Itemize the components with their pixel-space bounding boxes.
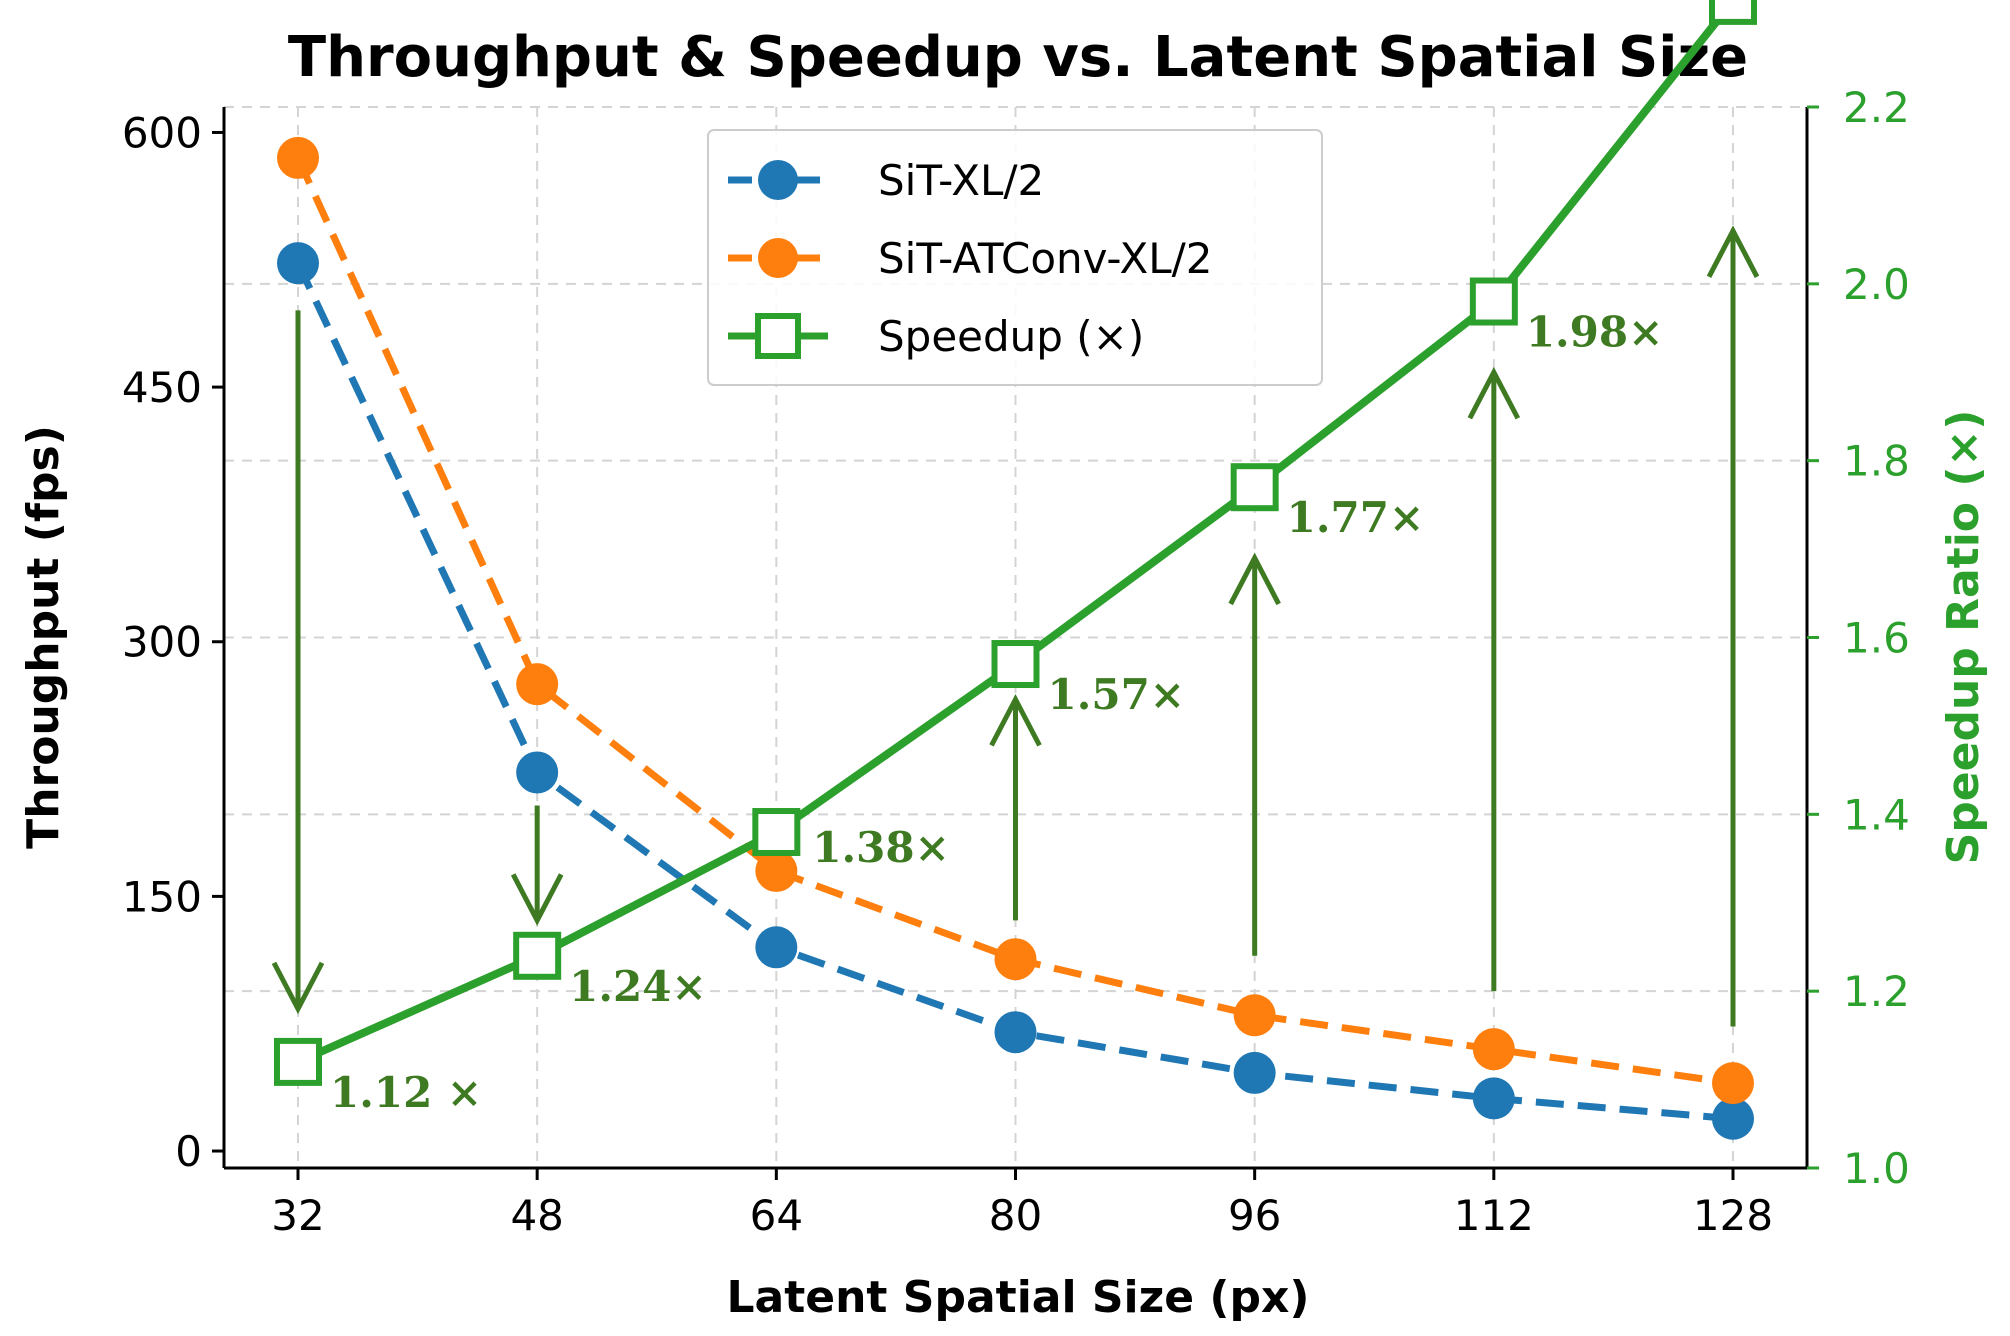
y-axis-label: Throughput (fps)	[18, 425, 69, 849]
tick-layer: 32 48 64 80 96 112 128 0 150 300 450 600 1.0 1.2 1.4 1.…	[122, 83, 1910, 1240]
point-speedup-112	[1469, 277, 1518, 326]
annotation-label-80: 1.57×	[1048, 670, 1185, 719]
legend-entry-sit-xl2: SiT-XL/2	[728, 156, 1044, 205]
x-tick-label-80: 80	[989, 1191, 1042, 1240]
legend: SiT-XL/2 SiT-ATConv-XL/2 Speedup (×)	[707, 129, 1323, 386]
annotation-arrow-head-48	[510, 873, 564, 926]
annotation-arrow-32	[271, 310, 325, 1015]
legend-label-sit-atconv-xl2: SiT-ATConv-XL/2	[878, 234, 1213, 283]
annotation-label-96: 1.77×	[1287, 493, 1424, 542]
annotation-arrow-128	[1706, 225, 1760, 1027]
annotation-label-48: 1.24×	[569, 962, 706, 1011]
point-sit-atconv-xl-2-112	[1472, 1028, 1515, 1071]
y2-tick-label-2: 2.0	[1843, 260, 1910, 309]
point-speedup-64	[752, 808, 801, 857]
legend-entry-sit-atconv-xl2: SiT-ATConv-XL/2	[728, 234, 1213, 283]
y-tick-label-600: 600	[122, 108, 202, 157]
point-sit-atconv-xl-2-48	[516, 663, 559, 706]
annotation-arrow-head-96	[1228, 552, 1281, 606]
point-sit-atconv-xl-2-64	[755, 849, 798, 892]
x-tick-label-96: 96	[1228, 1191, 1281, 1240]
point-speedup-96	[1230, 463, 1279, 512]
annotation-arrow-96	[1228, 552, 1281, 956]
x-tick-label-128: 128	[1693, 1191, 1773, 1240]
point-speedup-32	[274, 1037, 322, 1086]
annotation-label-64: 1.38×	[812, 823, 949, 872]
y-tick-label-450: 450	[122, 363, 202, 412]
point-sit-atconv-xl-2-128	[1712, 1062, 1754, 1105]
point-sit-xl-2-112	[1472, 1077, 1515, 1120]
annotation-arrow-48	[510, 805, 564, 926]
chart-title: Throughput & Speedup vs. Latent Spatial …	[288, 25, 1748, 90]
annotation-arrow-head-112	[1467, 366, 1521, 420]
series-layer	[274, 0, 1757, 1140]
annotation-label-112: 1.98×	[1526, 308, 1663, 357]
point-speedup-128	[1709, 0, 1757, 25]
x-axis-label: Latent Spatial Size (px)	[727, 1272, 1310, 1323]
point-sit-atconv-xl-2-96	[1233, 994, 1276, 1037]
legend-marker-speedup	[755, 313, 801, 359]
x-tick-label-32: 32	[271, 1191, 324, 1240]
legend-label-sit-xl2: SiT-XL/2	[878, 156, 1044, 205]
x-tick-label-48: 48	[510, 1191, 563, 1240]
y-tick-label-0: 0	[175, 1127, 202, 1176]
x-tick-label-112: 112	[1454, 1191, 1534, 1240]
legend-entry-speedup: Speedup (×)	[728, 312, 1144, 361]
point-sit-xl-2-64	[755, 926, 798, 969]
annotation-arrow-112	[1467, 366, 1521, 992]
annotation-label-32: 1.12 ×	[330, 1068, 482, 1117]
annotation-arrows	[271, 225, 1760, 1027]
x-tick-label-64: 64	[750, 1191, 803, 1240]
y-tick-label-150: 150	[122, 872, 202, 921]
point-sit-atconv-xl-2-80	[994, 938, 1037, 981]
annotation-arrow-80	[989, 693, 1042, 921]
annotation-arrow-head-128	[1706, 225, 1760, 278]
y2-tick-label-1.4: 1.4	[1843, 790, 1910, 839]
legend-label-speedup: Speedup (×)	[878, 312, 1144, 361]
point-sit-xl-2-80	[994, 1011, 1037, 1054]
annotation-arrow-head-32	[271, 961, 325, 1015]
y2-tick-label-2.2: 2.2	[1843, 83, 1910, 132]
annotation-label-128: 2.32×	[1558, 0, 1695, 6]
point-sit-xl-2-128	[1712, 1097, 1754, 1140]
y2-tick-label-1.2: 1.2	[1843, 967, 1910, 1016]
point-sit-xl-2-32	[277, 242, 319, 285]
legend-marker-sit-atconv-xl2	[758, 238, 798, 278]
point-sit-xl-2-96	[1233, 1051, 1276, 1094]
y2-tick-label-1.8: 1.8	[1843, 437, 1910, 486]
y2-axis-label: Speedup Ratio (×)	[1938, 410, 1989, 865]
point-sit-atconv-xl-2-32	[277, 136, 319, 179]
y2-tick-label-1: 1.0	[1843, 1144, 1910, 1193]
point-speedup-80	[991, 640, 1040, 689]
point-sit-xl-2-48	[516, 751, 559, 794]
y-tick-label-300: 300	[122, 618, 202, 667]
point-speedup-48	[513, 931, 562, 980]
annotation-arrow-head-80	[989, 693, 1042, 747]
y2-tick-label-1.6: 1.6	[1843, 614, 1910, 663]
legend-marker-sit-xl2	[758, 160, 798, 200]
annotation-labels: 1.12 × 1.24× 1.38× 1.57× 1.77× 1.98× 2.32×	[330, 0, 1695, 1117]
legend-box	[707, 129, 1323, 386]
